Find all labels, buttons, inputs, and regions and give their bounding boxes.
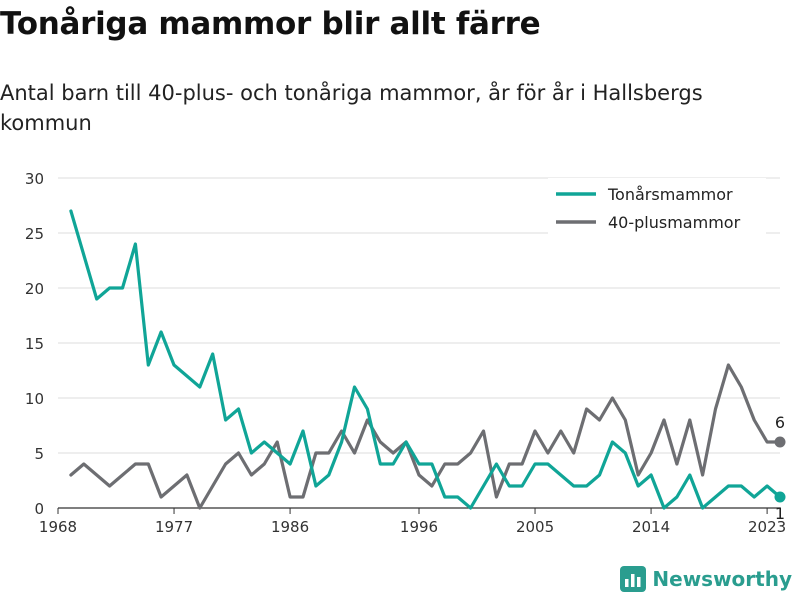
series-lines: [69, 209, 782, 510]
brand-logo: Newsworthy: [620, 566, 792, 592]
y-tick-label: 5: [34, 445, 44, 463]
x-tick-label: 1986: [271, 518, 309, 536]
x-axis-ticks: 1968 1977 1986 1996 2005 2014 2023: [39, 508, 786, 536]
y-tick-label: 10: [25, 390, 44, 408]
legend-label: Tonårsmammor: [607, 185, 733, 204]
series-line-40-plusmammor: [69, 363, 782, 510]
end-point-marker: [774, 491, 786, 503]
legend-background: [548, 178, 766, 236]
legend: Tonårsmammor 40-plusmammor: [548, 178, 766, 236]
x-tick-label: 2005: [516, 518, 554, 536]
y-tick-label: 25: [25, 225, 44, 243]
series-line-ton-rsmammor: [69, 209, 782, 510]
chart-title: Tonåriga mammor blir allt färre: [0, 6, 541, 42]
end-markers: 16: [774, 413, 786, 523]
x-tick-label: 1968: [39, 518, 77, 536]
y-tick-label: 0: [34, 500, 44, 518]
x-tick-label: 1996: [400, 518, 438, 536]
y-tick-label: 15: [25, 335, 44, 353]
end-point-marker: [774, 436, 786, 448]
chart-subtitle: Antal barn till 40-plus- och tonåriga ma…: [0, 81, 703, 135]
legend-label: 40-plusmammor: [608, 213, 741, 232]
x-tick-label: 1977: [155, 518, 193, 536]
y-tick-label: 30: [25, 170, 44, 188]
newsworthy-logo-icon: [620, 566, 647, 592]
end-value-label: 1: [775, 504, 785, 523]
end-value-label: 6: [775, 413, 785, 432]
y-axis-ticks: 0 5 10 15 20 25 30: [25, 170, 44, 518]
y-tick-label: 20: [25, 280, 44, 298]
brand-name: Newsworthy: [652, 567, 792, 591]
x-tick-label: 2014: [632, 518, 670, 536]
x-tick-label: 2023: [748, 518, 786, 536]
